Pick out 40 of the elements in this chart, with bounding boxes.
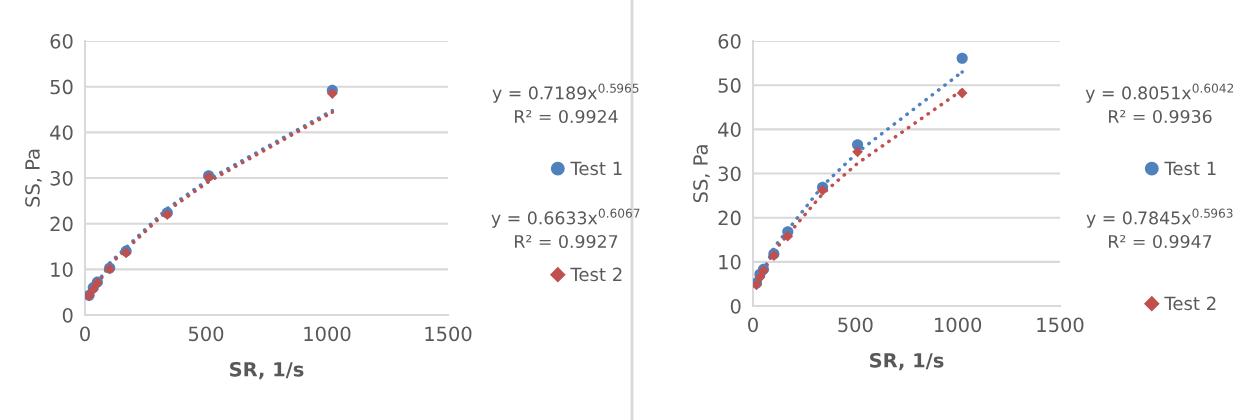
x-tick-label: 500 (188, 326, 224, 342)
legend-label: Test 2 (1164, 296, 1216, 311)
y-axis-title: SS, Pa (25, 149, 42, 207)
y-tick-label: 20 (50, 216, 73, 232)
x-tick-label: 0 (80, 326, 90, 342)
text: y = 0.7189x$^{0.5965}$ R² = 0.9924 (492, 83, 639, 124)
text: y = 0.7845x$^{0.5963}$ R² = 0.9947 (1086, 208, 1233, 249)
y-tick-label: 40 (50, 125, 73, 140)
y-axis-title: SS, Pa (693, 145, 710, 203)
x-axis-title: SR, 1/s (230, 361, 304, 380)
legend-label: Test 1 (1164, 161, 1216, 176)
point (960, 70, 964, 74)
legend-label: Test 2 (570, 267, 622, 282)
point (852, 146, 863, 158)
x-axis-title: SR, 1/s (870, 352, 944, 371)
text: y = 0.8051x$^{0.6042}$ R² = 0.9936 (1085, 83, 1234, 124)
y-tick-label: 60 (50, 33, 73, 49)
x-tick-label: 0 (748, 317, 758, 333)
x-tick-label: 1500 (1037, 317, 1084, 333)
y-tick-label: 10 (51, 262, 73, 277)
point (326, 88, 338, 99)
y-tick-label: 10 (719, 254, 741, 270)
point (782, 230, 794, 242)
text: y = 0.6633x$^{0.6067}$ R² = 0.9927 (491, 208, 640, 249)
x-tick-label: 500 (838, 317, 873, 333)
y-tick-label: 40 (718, 122, 741, 137)
legend-label: Test 1 (570, 161, 622, 176)
y-tick-label: 20 (718, 210, 741, 226)
y-tick-label: 60 (718, 33, 741, 49)
y-tick-label: 30 (718, 166, 741, 182)
y-tick-label: 0 (730, 298, 741, 314)
point (956, 87, 968, 99)
y-tick-label: 30 (50, 170, 73, 186)
x-tick-label: 1000 (304, 326, 351, 342)
y-tick-label: 50 (50, 79, 73, 95)
x-tick-label: 1000 (935, 317, 982, 333)
y-tick-label: 0 (62, 307, 73, 323)
point (956, 52, 968, 64)
x-tick-label: 1500 (425, 326, 472, 342)
y-tick-label: 50 (718, 78, 741, 93)
